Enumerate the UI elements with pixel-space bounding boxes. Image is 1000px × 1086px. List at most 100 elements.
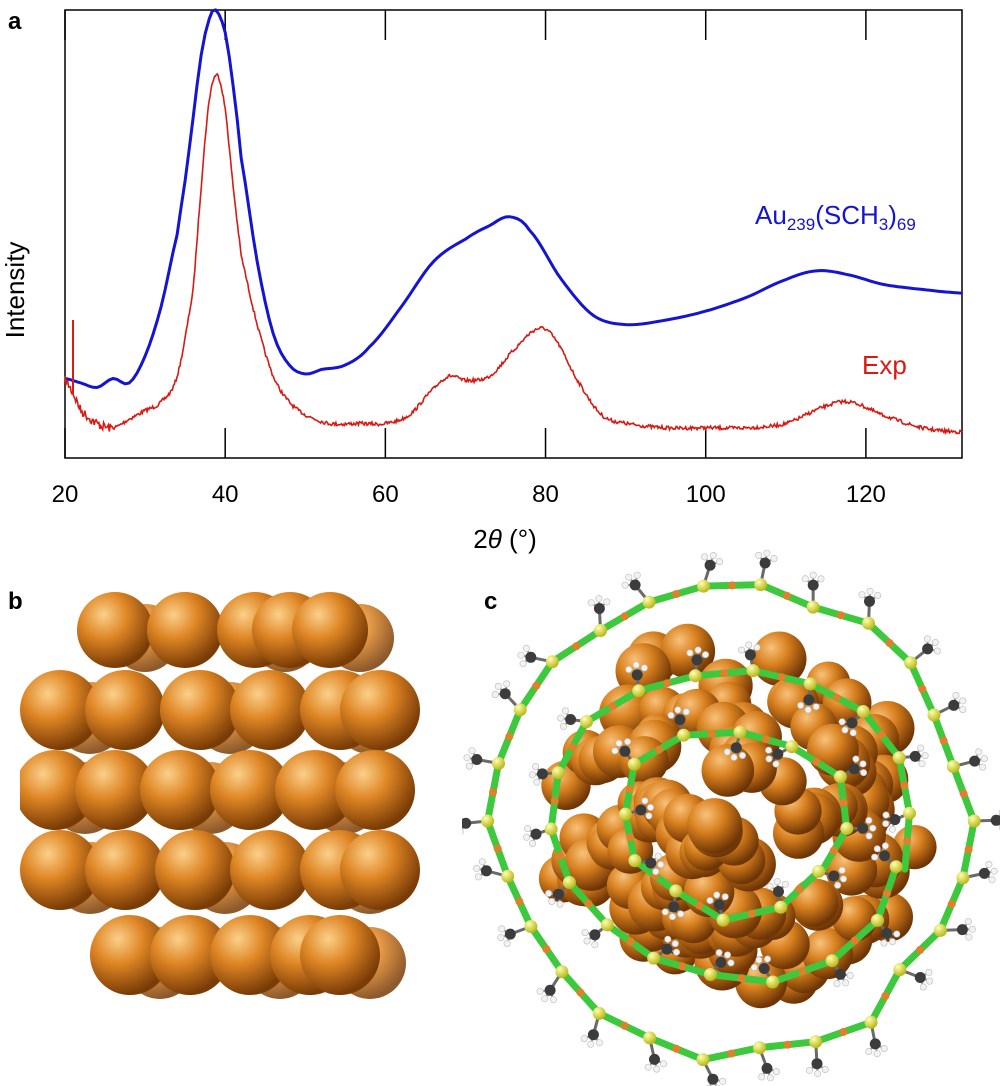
sulfur-atom — [856, 705, 870, 718]
carbon-atom — [544, 984, 556, 996]
carbon-atom — [922, 643, 934, 655]
sulfur-atom — [545, 655, 559, 669]
sulfur-atom — [501, 869, 515, 883]
sulfur-atom — [544, 822, 558, 836]
hydrogen-atom — [468, 747, 476, 755]
hydrogen-atom — [765, 746, 773, 754]
staple-gold-atom — [678, 962, 687, 971]
staple-gold-atom — [737, 974, 746, 983]
sulfur-atom — [833, 770, 847, 784]
carbon-atom — [990, 814, 1000, 826]
sulfur-atom — [618, 807, 632, 821]
hydrogen-atom — [882, 811, 890, 819]
gold-atom — [20, 670, 100, 750]
hydrogen-atom — [653, 1065, 661, 1073]
hydrogen-atom — [755, 956, 763, 964]
hydrogen-atom — [533, 778, 541, 786]
hydrogen-atom — [888, 825, 896, 833]
hydrogen-atom — [661, 908, 669, 916]
hydrogen-atom — [965, 933, 973, 941]
sulfur-atom — [555, 965, 569, 979]
carbon-atom — [471, 754, 483, 765]
sulfur-atom — [893, 963, 907, 977]
gold-atom — [85, 670, 165, 750]
carbon-atom — [553, 888, 564, 900]
sulfur-atom — [562, 876, 576, 889]
staple-gold-atom — [672, 590, 681, 599]
hydrogen-atom — [559, 722, 567, 730]
hydrogen-atom — [801, 575, 809, 583]
gold-atom — [230, 830, 310, 910]
hydrogen-atom — [709, 552, 717, 560]
sulfur-atom — [956, 871, 970, 885]
gold-atom — [77, 592, 153, 668]
sulfur-atom — [628, 854, 642, 868]
hydrogen-atom — [671, 940, 679, 948]
gold-atom — [140, 750, 220, 830]
carbon-atom — [744, 649, 756, 661]
sulfur-atom — [716, 913, 730, 927]
hydrogen-atom — [625, 573, 633, 581]
hydrogen-atom — [633, 571, 641, 579]
gold-atom — [147, 592, 223, 668]
hydrogen-atom — [814, 1070, 822, 1078]
carbon-atom — [704, 559, 716, 571]
hydrogen-atom — [723, 951, 731, 959]
sulfur-atom — [806, 600, 820, 614]
staple-gold-atom — [812, 757, 821, 766]
gold-atom — [335, 750, 415, 830]
sulfur-atom — [889, 860, 903, 874]
carbon-atom — [978, 867, 990, 879]
hydrogen-atom — [952, 692, 960, 700]
panel-letter-c: c — [484, 588, 498, 615]
hydrogen-atom — [652, 868, 660, 876]
staple-gold-atom — [655, 745, 663, 754]
hydrogen-atom — [587, 599, 595, 607]
carbon-atom — [589, 929, 601, 941]
carbon-atom — [758, 963, 770, 974]
hydrogen-atom — [556, 900, 564, 908]
sulfur-atom — [927, 708, 941, 722]
sulfur-atom — [513, 703, 527, 717]
hydrogen-atom — [587, 1040, 595, 1048]
gold-atom — [230, 670, 310, 750]
sulfur-atom — [766, 975, 780, 989]
hydrogen-atom — [557, 714, 565, 722]
staple-gold-atom — [493, 844, 502, 853]
hydrogen-atom — [888, 938, 896, 946]
hydrogen-atom — [702, 651, 710, 659]
hydrogen-atom — [625, 666, 633, 674]
hydrogen-atom — [615, 739, 623, 747]
staple-gold-atom — [489, 788, 497, 797]
staple-gold-atom — [532, 681, 541, 690]
hydrogen-atom — [766, 882, 774, 890]
hydrogen-atom — [964, 918, 972, 926]
staple-gold-atom — [959, 789, 968, 798]
staple-gold-atom — [829, 846, 838, 855]
hydrogen-atom — [667, 711, 675, 719]
hydrogen-atom — [706, 896, 714, 904]
hydrogen-atom — [657, 860, 665, 868]
carbon-atom — [525, 651, 537, 663]
panel-letter-b: b — [8, 588, 23, 615]
staple-gold-atom — [839, 1028, 848, 1036]
hydrogen-atom — [682, 708, 690, 716]
hydrogen-atom — [979, 763, 987, 771]
hydrogen-atom — [465, 762, 473, 770]
hydrogen-atom — [721, 893, 729, 901]
sulfur-atom — [688, 669, 702, 683]
carbon-atom — [593, 603, 605, 614]
carbon-atom — [499, 688, 511, 700]
hydrogen-atom — [517, 651, 525, 659]
x-tick-labels: 20 40 60 80 100 120 — [52, 481, 886, 508]
hydrogen-atom — [990, 867, 998, 875]
sulfur-atom — [627, 757, 641, 771]
hydrogen-atom — [548, 897, 556, 905]
staple-gold-atom — [584, 899, 593, 908]
staple-gold-atom — [964, 845, 973, 854]
staple-gold-atom — [620, 612, 629, 621]
x-axis-title: 2θ (°) — [473, 524, 537, 554]
staple-gold-atom — [850, 936, 859, 945]
carbon-atom — [713, 899, 725, 911]
hydrogen-atom — [524, 825, 532, 833]
